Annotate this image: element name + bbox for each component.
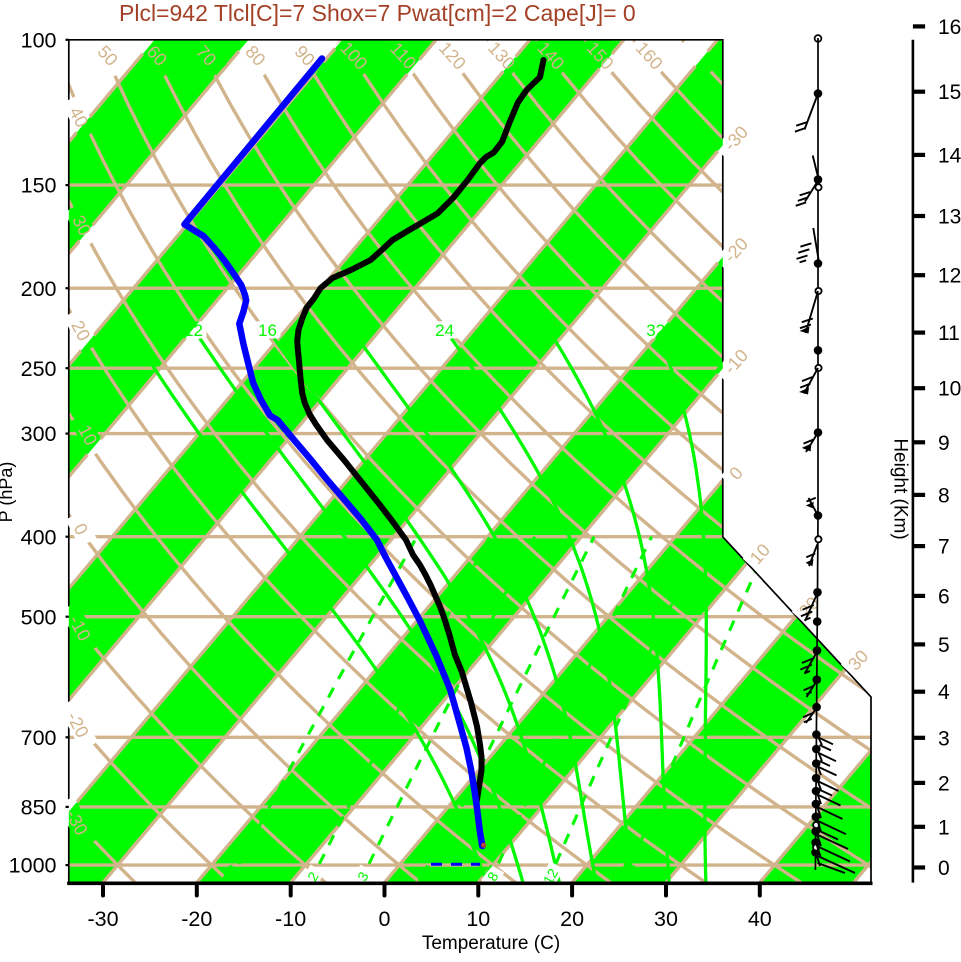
svg-text:700: 700 — [21, 726, 57, 750]
svg-text:24: 24 — [435, 321, 454, 340]
svg-text:13: 13 — [938, 206, 961, 229]
svg-text:150: 150 — [21, 174, 57, 198]
svg-text:30: 30 — [654, 907, 678, 931]
svg-text:300: 300 — [21, 422, 57, 446]
svg-text:Plcl=942 Tlcl[C]=7 Shox=7 Pwat: Plcl=942 Tlcl[C]=7 Shox=7 Pwat[cm]=2 Cap… — [119, 0, 636, 26]
svg-text:12: 12 — [938, 265, 961, 288]
svg-text:1000: 1000 — [9, 854, 57, 878]
svg-text:5: 5 — [938, 634, 950, 657]
svg-text:6: 6 — [938, 585, 950, 608]
svg-text:14: 14 — [938, 144, 961, 167]
svg-text:Height (Km): Height (Km) — [890, 438, 911, 539]
svg-text:16: 16 — [938, 16, 961, 39]
svg-text:-10: -10 — [275, 907, 306, 931]
svg-text:11: 11 — [938, 322, 960, 345]
svg-text:400: 400 — [21, 525, 57, 549]
svg-text:10: 10 — [466, 907, 490, 931]
svg-text:200: 200 — [21, 277, 57, 301]
svg-text:3: 3 — [938, 727, 950, 750]
svg-text:0: 0 — [938, 857, 950, 880]
svg-text:2: 2 — [938, 772, 950, 795]
svg-text:4: 4 — [938, 681, 950, 704]
svg-text:1: 1 — [938, 816, 950, 839]
svg-text:16: 16 — [258, 321, 277, 340]
svg-text:0: 0 — [379, 907, 391, 931]
svg-text:500: 500 — [21, 605, 57, 629]
svg-text:P (hPa): P (hPa) — [0, 462, 16, 523]
svg-text:9: 9 — [938, 432, 950, 455]
svg-text:250: 250 — [21, 357, 57, 381]
svg-text:12: 12 — [184, 321, 203, 340]
svg-text:20: 20 — [560, 907, 584, 931]
svg-text:100: 100 — [21, 28, 57, 52]
svg-text:7: 7 — [938, 536, 950, 559]
svg-text:10: 10 — [938, 378, 961, 401]
svg-text:Temperature (C): Temperature (C) — [422, 933, 560, 954]
svg-text:40: 40 — [748, 907, 772, 931]
svg-text:15: 15 — [938, 81, 961, 104]
svg-text:-20: -20 — [181, 907, 212, 931]
svg-text:8: 8 — [938, 484, 950, 507]
svg-text:850: 850 — [21, 796, 57, 820]
svg-text:32: 32 — [646, 321, 665, 340]
svg-text:-30: -30 — [87, 907, 118, 931]
